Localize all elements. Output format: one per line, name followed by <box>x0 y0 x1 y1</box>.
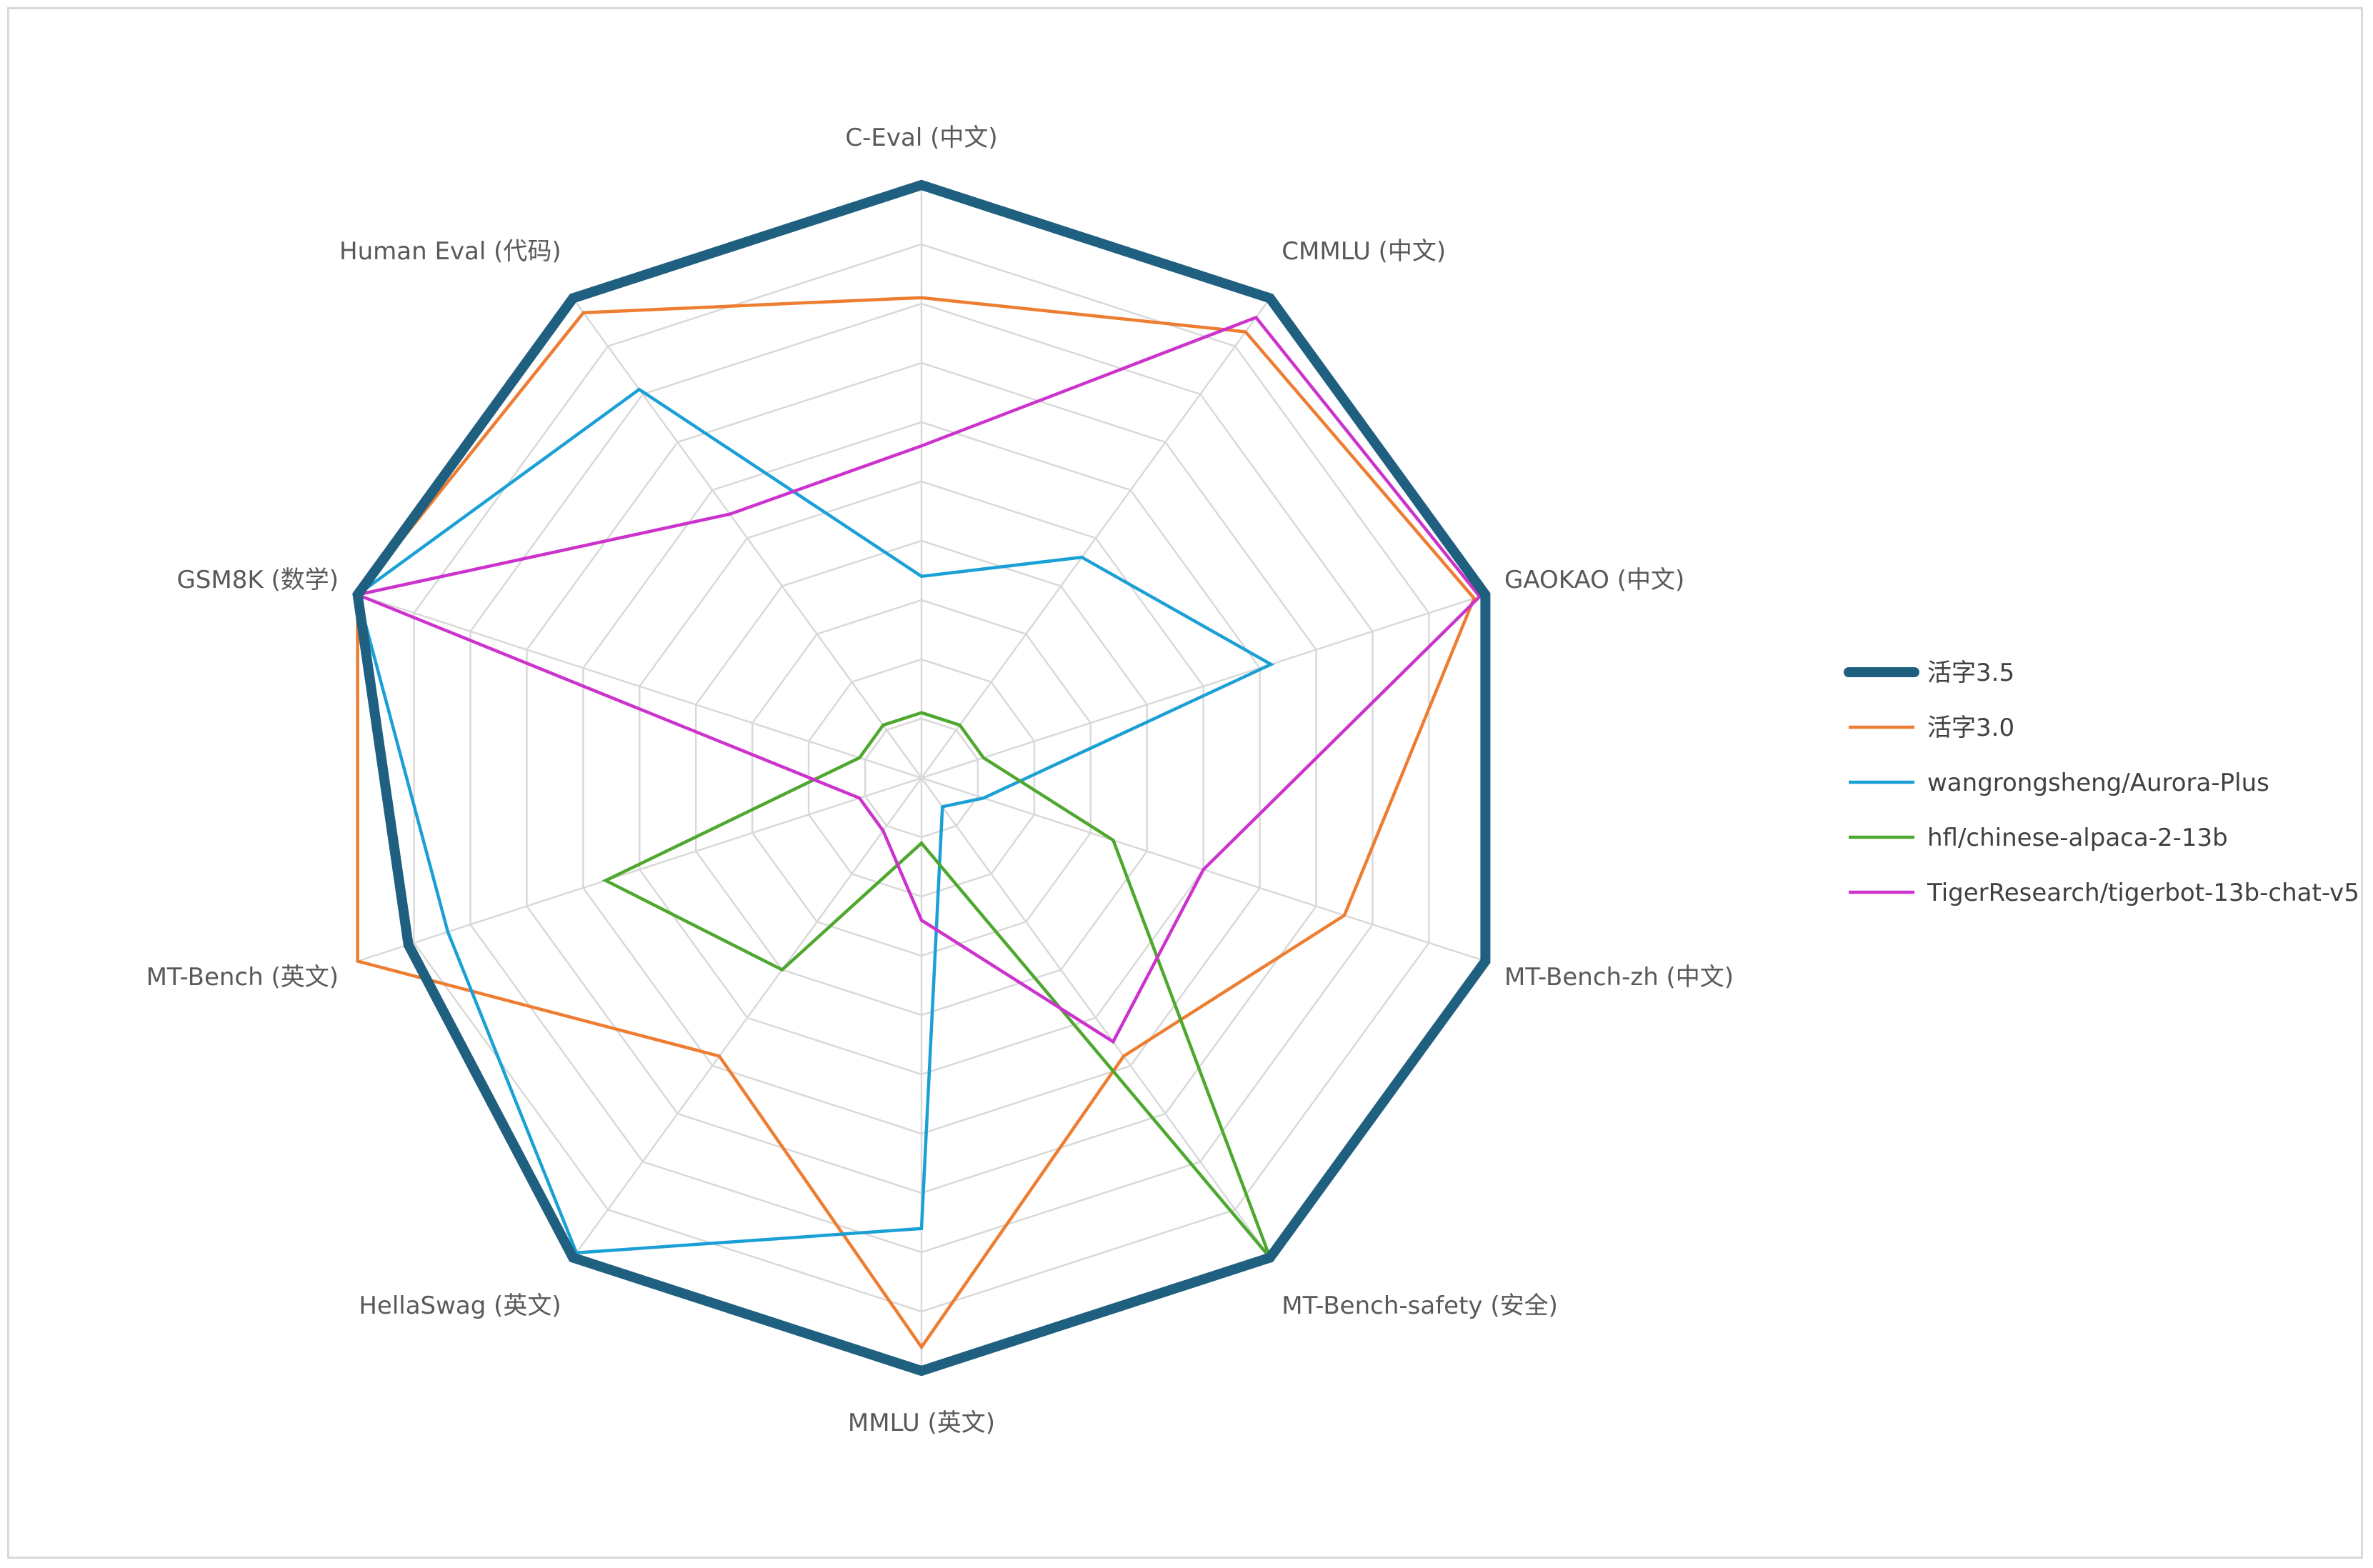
axis-label-0: C-Eval (中文) <box>845 124 997 152</box>
legend-label-4: TigerResearch/tigerbot-13b-chat-v5 <box>1927 879 2359 907</box>
spoke-7 <box>357 776 922 962</box>
axis-label-2: GAOKAO (中文) <box>1504 566 1684 594</box>
axis-label-1: CMMLU (中文) <box>1282 237 1446 266</box>
spoke-8 <box>357 594 922 779</box>
legend: 活字3.5 活字3.0 wangrongsheng/Aurora-Plus hfl/c… <box>1844 659 2359 907</box>
legend-label-0: 活字3.5 <box>1927 659 2014 687</box>
legend-label-3: hfl/chinese-alpaca-2-13b <box>1927 824 2228 852</box>
axis-label-6: HellaSwag (英文) <box>359 1292 561 1320</box>
series-line-3 <box>601 711 1272 1259</box>
spoke-6 <box>572 777 923 1259</box>
legend-label-1: 活字3.0 <box>1927 714 2014 742</box>
series-line-2 <box>356 387 1275 1255</box>
axis-label-9: Human Eval (代码) <box>339 237 561 266</box>
series-line-1 <box>356 296 1477 1350</box>
axis-label-3: MT-Bench-zh (中文) <box>1504 963 1734 992</box>
radar-series-group <box>351 179 1491 1377</box>
spoke-4 <box>920 777 1271 1259</box>
axis-label-8: GSM8K (数学) <box>176 566 339 594</box>
axis-label-4: MT-Bench-safety (安全) <box>1282 1292 1558 1320</box>
chart-frame: C-Eval (中文) CMMLU (中文) GAOKAO (中文) MT-Bench… <box>7 7 2363 1559</box>
spoke-9 <box>572 297 923 779</box>
radar-chart: C-Eval (中文) CMMLU (中文) GAOKAO (中文) MT-Bench… <box>146 124 2359 1437</box>
axis-label-7: MT-Bench (英文) <box>146 963 339 992</box>
series-line-0 <box>352 179 1491 1377</box>
series-line-4 <box>351 315 1482 1044</box>
legend-label-2: wangrongsheng/Aurora-Plus <box>1927 769 2269 797</box>
axis-labels: C-Eval (中文) CMMLU (中文) GAOKAO (中文) MT-Bench… <box>146 124 1734 1437</box>
axis-label-5: MMLU (英文) <box>848 1409 995 1437</box>
spoke-2 <box>921 594 1486 779</box>
spoke-1 <box>920 297 1271 779</box>
